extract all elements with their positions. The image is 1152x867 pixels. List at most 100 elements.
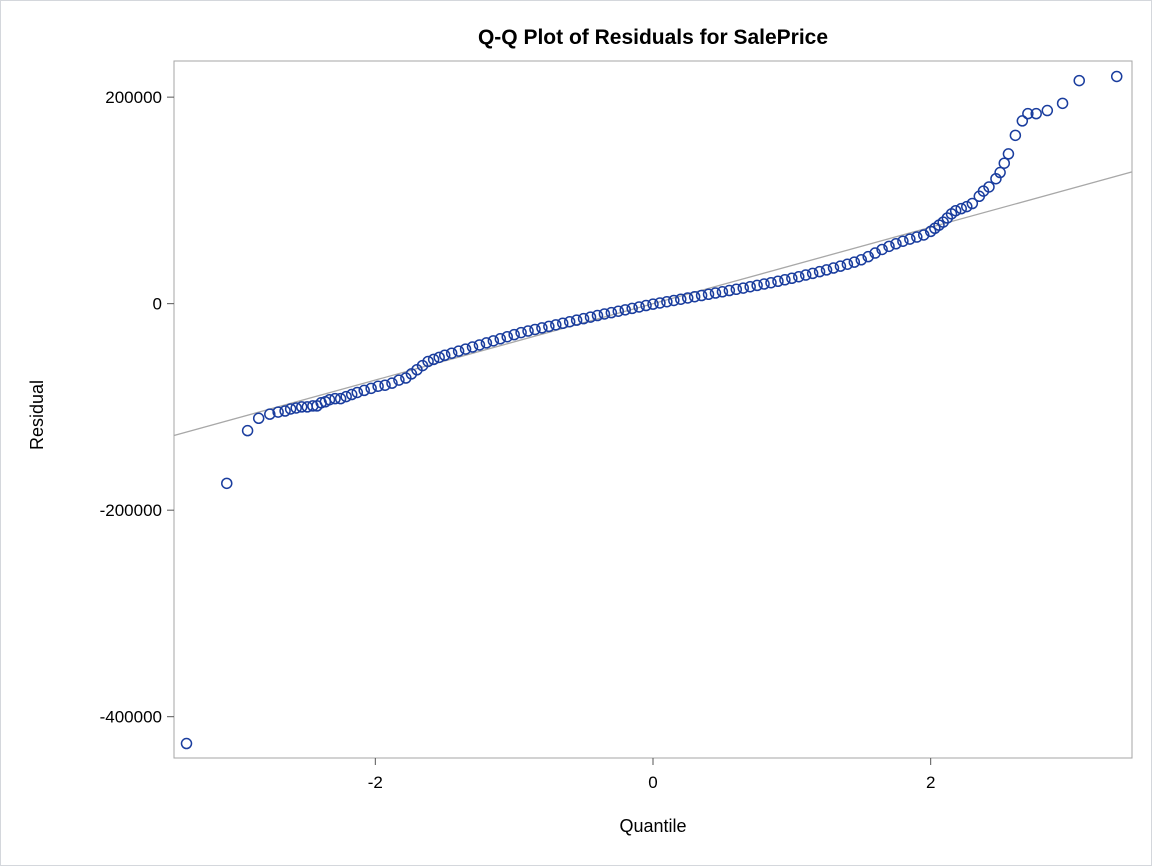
data-point <box>786 272 798 285</box>
data-point <box>723 284 736 297</box>
data-point <box>323 393 336 406</box>
data-point <box>557 317 569 330</box>
data-point <box>661 295 673 308</box>
data-point <box>279 405 291 417</box>
data-point <box>681 292 694 304</box>
data-point <box>1110 70 1123 83</box>
data-point <box>550 319 562 331</box>
y-axis-label: Residual <box>27 380 47 450</box>
y-axis: -400000 -200000 0 200000 <box>100 88 174 727</box>
data-point <box>459 343 472 355</box>
data-point <box>422 355 434 368</box>
data-point <box>820 264 833 276</box>
data-point <box>619 304 631 316</box>
data-point <box>998 157 1011 169</box>
data-point <box>334 392 347 405</box>
data-point <box>480 337 493 349</box>
data-point <box>1002 148 1015 160</box>
data-point <box>438 349 451 362</box>
data-point <box>241 424 254 437</box>
data-point <box>264 408 276 420</box>
chart-title: Q-Q Plot of Residuals for SalePrice <box>478 26 828 49</box>
data-point <box>654 297 666 309</box>
data-point <box>862 250 874 263</box>
data-point <box>221 477 233 490</box>
data-point <box>379 379 391 391</box>
data-point <box>730 283 743 296</box>
data-point <box>584 311 597 323</box>
x-axis: -2 0 2 <box>368 758 935 792</box>
data-point <box>961 200 973 213</box>
data-point <box>737 282 749 294</box>
data-point <box>522 325 534 337</box>
data-point <box>577 312 590 325</box>
data-point <box>494 333 507 345</box>
data-point <box>345 388 358 401</box>
data-point <box>937 216 949 228</box>
data-point <box>966 197 979 210</box>
data-point <box>983 181 995 193</box>
points-group <box>180 70 1123 750</box>
data-point <box>536 322 548 334</box>
reference-line <box>173 171 1133 437</box>
data-point <box>598 308 611 320</box>
data-point <box>827 262 840 274</box>
data-point <box>386 377 398 389</box>
data-point <box>911 231 923 243</box>
data-point <box>806 267 819 280</box>
data-point <box>668 294 680 307</box>
data-point <box>904 233 916 245</box>
data-point <box>883 240 895 253</box>
x-tick-label: 0 <box>648 773 657 792</box>
data-point <box>772 275 784 287</box>
data-point <box>563 315 576 328</box>
data-point <box>917 229 930 241</box>
data-point <box>709 287 722 299</box>
data-point <box>1073 74 1085 87</box>
data-point <box>941 212 954 224</box>
data-point <box>1030 107 1042 120</box>
data-point <box>876 243 888 256</box>
data-point <box>758 278 770 290</box>
data-point <box>647 298 659 310</box>
data-point <box>487 335 500 347</box>
data-point <box>702 288 715 301</box>
data-point <box>890 238 902 250</box>
data-point <box>591 309 604 322</box>
data-point <box>252 412 265 425</box>
data-point <box>793 270 805 283</box>
data-point <box>626 302 638 315</box>
y-tick-label: 200000 <box>105 88 162 107</box>
data-point <box>869 247 881 259</box>
data-point <box>529 323 541 336</box>
y-tick-label: -400000 <box>100 708 162 727</box>
data-point <box>515 326 527 339</box>
data-point <box>452 345 465 357</box>
data-point <box>340 390 352 403</box>
data-point <box>675 293 687 305</box>
data-point <box>351 386 364 399</box>
data-point <box>570 314 583 326</box>
data-point <box>365 382 377 395</box>
data-point <box>284 403 297 415</box>
data-point <box>372 380 384 393</box>
data-point <box>358 384 370 397</box>
data-point <box>329 392 341 405</box>
data-point <box>508 328 520 341</box>
data-point <box>1022 107 1034 120</box>
data-point <box>290 402 302 414</box>
data-point <box>841 258 854 270</box>
data-point <box>949 204 962 217</box>
data-point <box>688 290 701 303</box>
x-tick-label: -2 <box>368 773 383 792</box>
data-point <box>779 274 791 286</box>
data-point <box>466 341 479 353</box>
y-tick-label: -200000 <box>100 501 162 520</box>
data-point <box>433 351 445 364</box>
plot-area-border <box>173 60 1133 759</box>
data-point <box>834 260 847 272</box>
data-point <box>640 299 652 312</box>
data-point <box>393 374 405 386</box>
